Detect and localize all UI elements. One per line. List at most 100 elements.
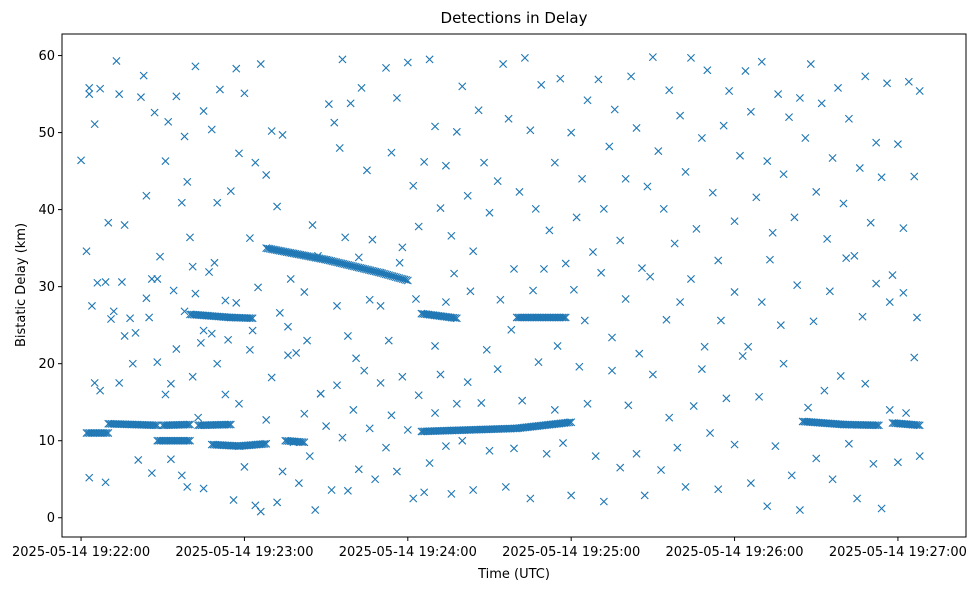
data-point-569	[545, 226, 554, 235]
data-point-761	[87, 301, 96, 310]
data-point-799	[580, 316, 589, 325]
data-point-551	[441, 161, 450, 170]
data-point-620	[823, 234, 832, 243]
data-point-588	[648, 53, 657, 62]
data-point-742	[771, 442, 780, 451]
data-point-794	[507, 325, 516, 334]
data-point-594	[681, 167, 690, 176]
data-point-796	[539, 264, 548, 273]
data-point-658	[207, 329, 216, 338]
data-point-580	[605, 142, 614, 151]
data-point-659	[213, 359, 222, 368]
data-point-59	[184, 420, 193, 429]
data-point-672	[289, 438, 298, 447]
data-point-716	[559, 439, 568, 448]
data-point-747	[812, 454, 821, 463]
data-point-767	[153, 274, 162, 283]
data-point-681	[338, 433, 347, 442]
data-point-460	[874, 421, 883, 430]
data-point-557	[474, 106, 483, 115]
data-point-490	[136, 93, 145, 102]
data-point-173	[248, 314, 257, 323]
data-point-590	[659, 204, 668, 213]
data-point-489	[126, 314, 135, 323]
data-point-785	[384, 336, 393, 345]
data-point-786	[395, 258, 404, 267]
data-point-641	[101, 478, 110, 487]
data-point-626	[855, 164, 864, 173]
data-point-744	[787, 471, 796, 480]
data-point-558	[480, 158, 489, 167]
data-point-730	[673, 443, 682, 452]
data-point-772	[210, 258, 219, 267]
data-point-611	[774, 90, 783, 99]
data-point-735	[714, 485, 723, 494]
data-point-813	[765, 255, 774, 264]
data-point-703	[458, 436, 467, 445]
y-tick-label-0: 0	[47, 511, 55, 526]
data-point-682	[343, 486, 352, 495]
data-point-792	[482, 345, 491, 354]
data-point-789	[441, 298, 450, 307]
data-point-615	[795, 93, 804, 102]
data-point-484	[101, 278, 110, 287]
data-point-510	[213, 198, 222, 207]
data-point-745	[795, 506, 804, 515]
data-point-98	[182, 436, 191, 445]
data-point-752	[853, 494, 862, 503]
data-point-547	[420, 157, 429, 166]
data-point-552	[447, 231, 456, 240]
data-point-546	[414, 222, 423, 231]
data-point-655	[188, 372, 197, 381]
data-point-494	[150, 108, 159, 117]
data-point-522	[273, 202, 282, 211]
data-point-605	[741, 66, 750, 75]
data-point-757	[893, 458, 902, 467]
data-point-616	[801, 134, 810, 142]
data-point-541	[387, 148, 396, 157]
data-point-763	[107, 315, 116, 323]
data-point-575	[578, 174, 587, 183]
data-point-787	[411, 294, 420, 303]
data-point-623	[839, 199, 848, 208]
data-point-627	[861, 72, 870, 81]
y-tick-label-5: 50	[38, 126, 55, 141]
data-point-643	[115, 378, 124, 387]
data-point-660	[221, 390, 230, 399]
data-point-806	[676, 298, 685, 307]
data-point-554	[458, 82, 467, 91]
data-point-674	[300, 409, 309, 418]
data-point-710	[510, 444, 518, 453]
data-point-774	[232, 298, 241, 307]
data-point-680	[333, 381, 342, 390]
data-point-699	[436, 370, 445, 379]
data-point-565	[520, 53, 529, 62]
data-point-507	[199, 107, 208, 116]
data-point-583	[621, 174, 630, 183]
data-point-753	[861, 379, 870, 388]
data-point-770	[191, 289, 200, 298]
data-point-679	[327, 486, 336, 495]
data-point-593	[676, 111, 685, 120]
data-point-810	[730, 288, 739, 297]
data-point-631	[883, 79, 892, 88]
data-point-718	[575, 362, 584, 371]
data-point-715	[550, 405, 559, 414]
y-axis-ticks: 0 10 20 30 40 50 60	[38, 49, 62, 526]
data-point-412	[298, 438, 307, 447]
data-point-771	[199, 326, 208, 335]
data-point-413	[300, 438, 309, 447]
data-point-707	[485, 446, 494, 455]
data-point-740	[755, 392, 764, 401]
data-point-803	[635, 349, 644, 358]
data-point-675	[305, 452, 314, 461]
data-point-513	[226, 187, 235, 196]
data-point-717	[567, 491, 576, 500]
data-point-571	[556, 74, 565, 83]
data-point-584	[627, 72, 636, 81]
data-point-545	[409, 181, 418, 190]
y-tick-label-6: 60	[38, 49, 55, 64]
data-point-134	[262, 439, 271, 448]
data-point-666	[256, 507, 265, 516]
